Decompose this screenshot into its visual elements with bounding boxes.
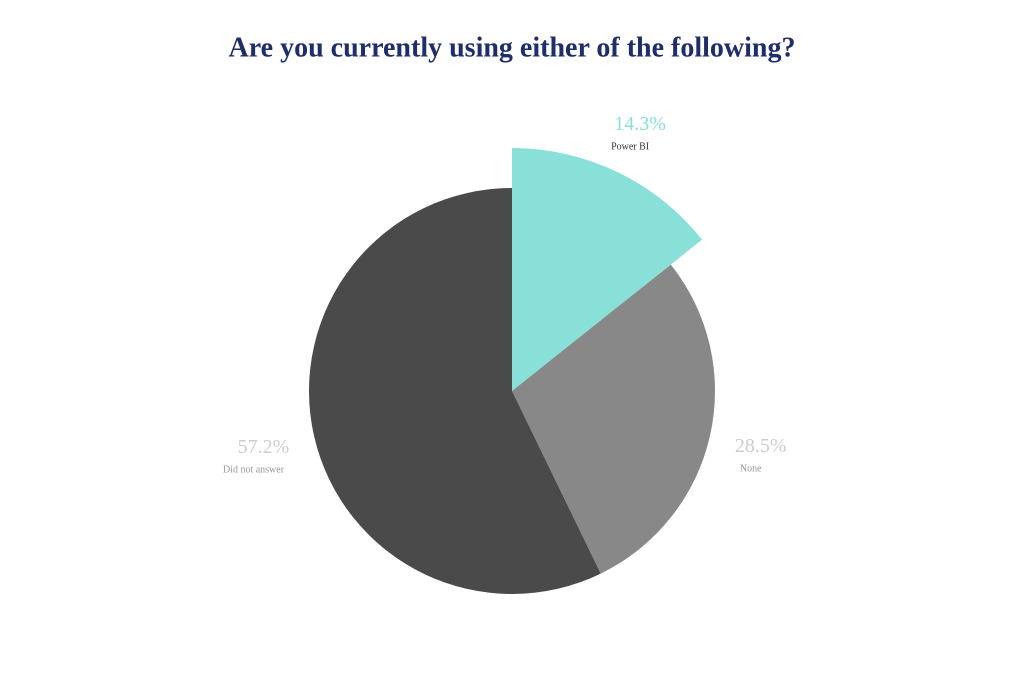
slice-value-label: 14.3% bbox=[614, 113, 666, 135]
slice-category-label: None bbox=[740, 464, 762, 475]
slice-value-label: 57.2% bbox=[238, 436, 290, 458]
pie-slice bbox=[308, 188, 601, 594]
pie-slice bbox=[512, 148, 703, 391]
slice-category-label: Did not answer bbox=[223, 464, 285, 475]
slice-value-label: 28.5% bbox=[735, 435, 787, 457]
chart-title: Are you currently using either of the fo… bbox=[229, 32, 796, 63]
pie-slice bbox=[512, 264, 715, 574]
slice-category-label: Power BI bbox=[611, 142, 649, 153]
